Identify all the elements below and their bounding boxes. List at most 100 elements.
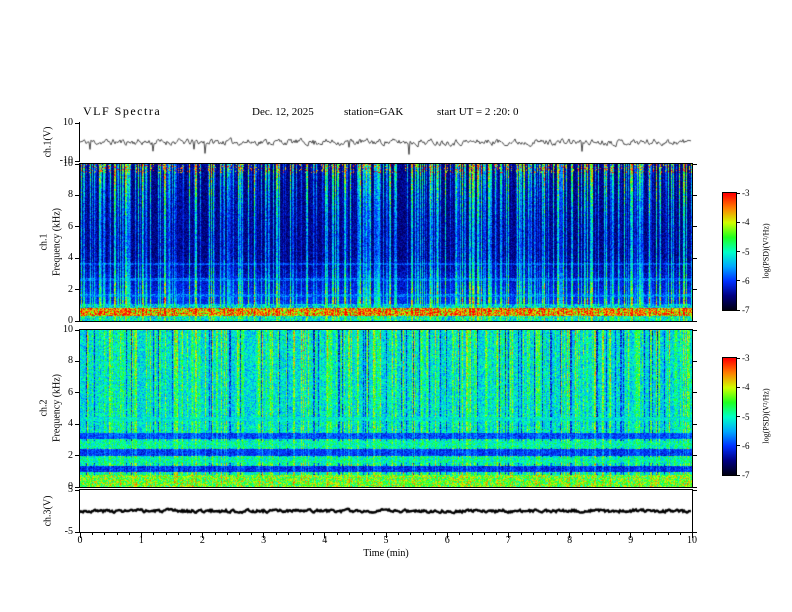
x-major-tick: [507, 532, 509, 538]
x-axis-label: Time (min): [363, 548, 409, 559]
x-minor-tick: [679, 532, 681, 535]
x-minor-tick: [104, 532, 106, 535]
y-tick: [693, 194, 697, 196]
x-major-tick: [263, 532, 265, 538]
y-tick: [75, 289, 79, 291]
x-major-tick: [324, 532, 326, 538]
colorbar-tick-label: -3: [742, 188, 750, 198]
ylabel-ch3-voltage: ch.3(V): [42, 495, 54, 527]
colorbar-2-label: log(PSD)(V²/Hz): [761, 388, 771, 444]
x-minor-tick: [410, 532, 412, 535]
y-tick-label: -5: [64, 526, 73, 537]
x-major-tick: [79, 532, 81, 538]
y-tick: [75, 455, 79, 457]
ylabel-ch2-frequency: Frequency (kHz): [51, 373, 63, 443]
x-minor-tick: [459, 532, 461, 535]
x-minor-tick: [190, 532, 192, 535]
x-minor-tick: [545, 532, 547, 535]
x-major-tick: [446, 532, 448, 538]
x-minor-tick: [300, 532, 302, 535]
colorbar-2-canvas: [723, 358, 736, 475]
y-tick: [693, 489, 697, 491]
ylabel-ch1: ch.1: [38, 233, 50, 251]
x-minor-tick: [606, 532, 608, 535]
colorbar-1-label: log(PSD)(V²/Hz): [761, 223, 771, 279]
colorbar-tick-label: -6: [742, 440, 750, 451]
x-tick-label: 10: [687, 535, 697, 546]
x-minor-tick: [643, 532, 645, 535]
x-tick-label: 4: [322, 535, 328, 546]
x-minor-tick: [92, 532, 94, 535]
colorbar-tick: [737, 386, 740, 388]
y-tick-label: 4: [68, 252, 73, 264]
y-tick-label: 0: [68, 481, 73, 492]
x-major-tick: [691, 532, 693, 538]
y-tick: [693, 423, 697, 425]
ylabel-ch1-frequency: Frequency (kHz): [51, 207, 63, 277]
start-ut-label: start UT = 2 :20: 0: [437, 106, 519, 118]
colorbar-tick-label: -7: [742, 305, 750, 315]
y-tick-label: 5: [68, 484, 73, 495]
x-minor-tick: [398, 532, 400, 535]
y-tick: [693, 531, 697, 533]
y-tick-label: 6: [68, 220, 73, 232]
x-minor-tick: [667, 532, 669, 535]
colorbar-tick: [737, 416, 740, 417]
x-minor-tick: [434, 532, 436, 535]
y-tick: [75, 194, 79, 196]
x-minor-tick: [226, 532, 228, 535]
x-major-tick: [140, 532, 142, 538]
colorbar-tick-label: -7: [742, 470, 750, 480]
y-tick: [75, 226, 79, 228]
y-tick: [693, 392, 697, 394]
x-tick-label: 3: [261, 535, 267, 546]
x-minor-tick: [275, 532, 277, 535]
x-minor-tick: [153, 532, 155, 535]
colorbar-tick-label: -5: [742, 411, 750, 422]
x-tick-label: 8: [567, 535, 573, 546]
x-tick-label: 7: [505, 535, 511, 546]
colorbar-tick-label: -4: [742, 217, 750, 228]
ch1-waveform-axis: [79, 122, 80, 162]
y-tick: [693, 226, 697, 228]
y-tick-label: 10: [63, 158, 73, 169]
x-minor-tick: [520, 532, 522, 535]
x-minor-tick: [655, 532, 657, 535]
colorbar-tick: [737, 309, 740, 311]
colorbar-tick-label: -4: [742, 382, 750, 393]
colorbar-1-frame: [722, 192, 737, 311]
x-minor-tick: [496, 532, 498, 535]
ch1-spectrogram-frame: [79, 163, 693, 322]
x-minor-tick: [116, 532, 118, 535]
figure-title: VLF Spectra: [83, 104, 162, 118]
ch3-waveform-canvas: [80, 490, 692, 532]
x-tick-label: 6: [444, 535, 450, 546]
x-minor-tick: [312, 532, 314, 535]
x-minor-tick: [581, 532, 583, 535]
x-minor-tick: [288, 532, 290, 535]
x-minor-tick: [557, 532, 559, 535]
x-minor-tick: [483, 532, 485, 535]
x-major-tick: [201, 532, 203, 538]
y-tick: [693, 455, 697, 457]
colorbar-tick: [737, 280, 740, 282]
x-minor-tick: [177, 532, 179, 535]
colorbar-1-canvas: [723, 193, 736, 310]
y-tick: [693, 486, 697, 488]
y-tick: [75, 392, 79, 394]
y-tick: [75, 489, 79, 491]
y-tick: [693, 163, 697, 165]
x-minor-tick: [422, 532, 424, 535]
x-tick-label: 1: [138, 535, 144, 546]
x-minor-tick: [165, 532, 167, 535]
y-tick: [75, 531, 79, 533]
y-tick: [75, 160, 79, 162]
colorbar-2-frame: [722, 357, 737, 476]
ch2-spectrogram-canvas: [80, 330, 692, 487]
x-tick-label: 5: [383, 535, 389, 546]
x-minor-tick: [214, 532, 216, 535]
colorbar-tick: [737, 445, 740, 447]
station-label: station=GAK: [344, 106, 404, 118]
x-tick-label: 9: [628, 535, 634, 546]
